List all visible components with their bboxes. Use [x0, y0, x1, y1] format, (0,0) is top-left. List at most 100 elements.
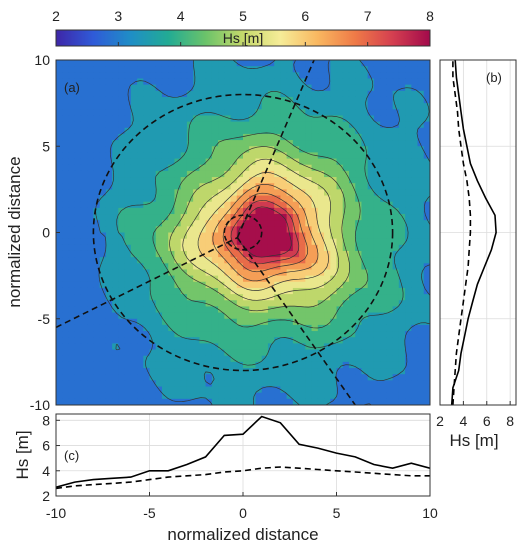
field-cell: [348, 300, 356, 308]
field-cell: [411, 331, 419, 338]
field-cell: [267, 392, 275, 400]
field-cell: [348, 146, 356, 154]
field-cell: [56, 140, 63, 147]
field-cell: [274, 318, 281, 326]
field-cell: [118, 392, 126, 400]
field-cell: [299, 281, 306, 289]
field-cell: [155, 189, 163, 197]
field-cell: [249, 109, 257, 117]
field-cell: [324, 263, 331, 271]
field-cell: [62, 152, 70, 160]
field-cell: [118, 146, 126, 154]
field-cell: [112, 398, 119, 405]
field-cell: [392, 318, 400, 326]
field-cell: [199, 300, 207, 308]
field-cell: [236, 361, 244, 369]
field-cell: [317, 361, 325, 369]
field-cell: [392, 257, 400, 264]
field-cell: [336, 158, 344, 166]
field-cell: [87, 96, 94, 104]
field-cell: [386, 386, 394, 394]
field-cell: [161, 96, 169, 104]
field-cell: [342, 300, 350, 308]
field-cell: [199, 189, 207, 197]
field-cell: [280, 312, 288, 320]
field-cell: [305, 269, 313, 277]
field-cell: [355, 337, 363, 344]
field-cell: [93, 269, 101, 277]
field-cell: [161, 60, 169, 67]
field-cell: [193, 115, 200, 123]
field-cell: [305, 220, 313, 227]
field-cell: [124, 349, 132, 357]
field-cell: [180, 312, 188, 320]
field-cell: [230, 257, 238, 264]
field-cell: [168, 90, 176, 98]
field-cell: [317, 72, 325, 80]
field-cell: [62, 158, 70, 166]
field-cell: [112, 337, 119, 344]
field-cell: [124, 318, 132, 326]
field-cell: [186, 306, 194, 314]
field-cell: [93, 103, 101, 110]
field-cell: [292, 152, 300, 160]
field-cell: [255, 232, 263, 240]
field-cell: [137, 386, 144, 394]
field-cell: [417, 177, 425, 184]
field-cell: [68, 60, 76, 67]
field-cell: [355, 250, 363, 258]
field-cell: [386, 214, 394, 221]
field-cell: [292, 133, 300, 141]
field-cell: [292, 349, 300, 357]
field-cell: [261, 220, 269, 227]
field-cell: [99, 90, 107, 98]
field-cell: [348, 220, 356, 227]
field-cell: [124, 324, 132, 332]
field-cell: [193, 331, 200, 338]
field-cell: [274, 294, 281, 301]
field-cell: [199, 140, 207, 147]
field-cell: [211, 158, 219, 166]
field-cell: [80, 121, 88, 129]
field-cell: [348, 90, 356, 98]
field-cell: [373, 257, 381, 264]
field-cell: [199, 306, 207, 314]
field-cell: [243, 392, 250, 400]
field-cell: [423, 244, 430, 252]
field-cell: [336, 324, 344, 332]
field-cell: [137, 103, 144, 110]
field-cell: [137, 368, 144, 375]
field-cell: [386, 324, 394, 332]
field-cell: [149, 386, 157, 394]
field-cell: [199, 275, 207, 283]
field-cell: [249, 146, 257, 154]
field-cell: [274, 183, 281, 190]
field-cell: [105, 195, 113, 203]
field-cell: [93, 140, 101, 147]
field-cell: [411, 201, 419, 209]
field-cell: [305, 306, 313, 314]
field-cell: [174, 109, 182, 117]
field-cell: [367, 164, 375, 172]
field-cell: [130, 103, 138, 110]
field-cell: [74, 386, 82, 394]
field-cell: [330, 115, 338, 123]
field-cell: [348, 152, 356, 160]
field-cell: [130, 312, 138, 320]
field-cell: [74, 133, 82, 141]
field-cell: [292, 109, 300, 117]
field-cell: [324, 343, 331, 351]
field-cell: [280, 226, 288, 234]
field-cell: [286, 318, 294, 326]
field-cell: [361, 170, 369, 178]
field-cell: [224, 214, 232, 221]
field-cell: [330, 127, 338, 135]
field-cell: [286, 127, 294, 135]
field-cell: [161, 177, 169, 184]
field-cell: [155, 300, 163, 308]
field-cell: [161, 170, 169, 178]
field-cell: [174, 90, 182, 98]
field-cell: [336, 66, 344, 73]
field-cell: [193, 294, 200, 301]
